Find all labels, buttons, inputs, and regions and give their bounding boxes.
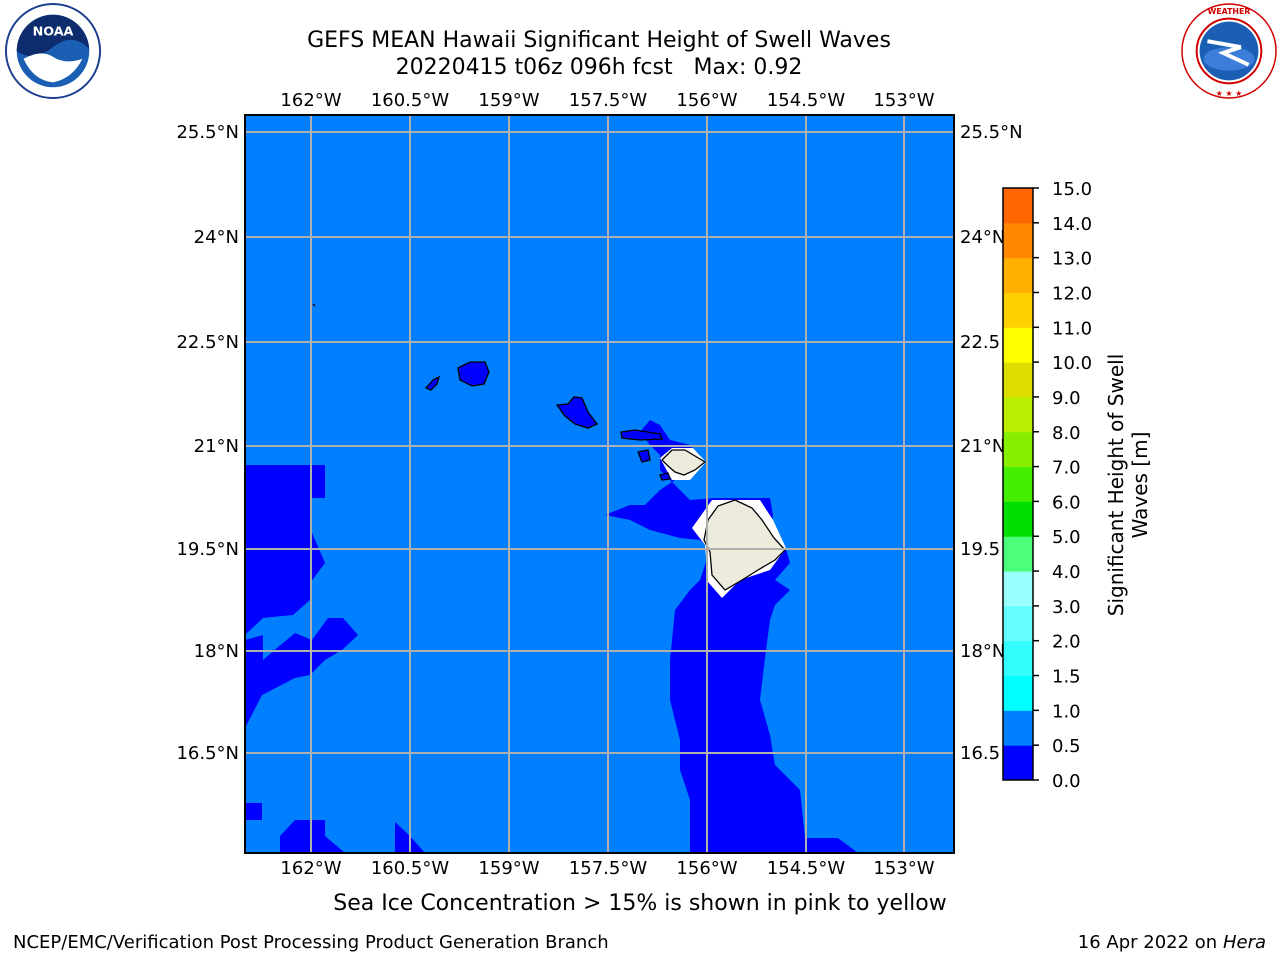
colorbar-cell — [1003, 675, 1033, 711]
colorbar-cell — [1003, 605, 1033, 642]
colorbar-tick-label: 8.0 — [1052, 423, 1081, 444]
colorbar-label: Significant Height of Swell Waves [m] — [1104, 354, 1152, 616]
ocean-field — [245, 115, 954, 853]
colorbar-tick-label: 13.0 — [1052, 249, 1092, 270]
lat-tick-label: 22.5 — [960, 332, 1000, 353]
lon-tick-label: 153°W — [873, 90, 934, 111]
colorbar-cell — [1003, 501, 1033, 537]
svg-text:★ ★ ★: ★ ★ ★ — [1216, 89, 1243, 98]
lat-ticks-right: 25.5°N 24°N 22.5 21°N 19.5 18°N 16.5 — [960, 122, 1023, 764]
lat-tick-label: 25.5°N — [176, 122, 239, 143]
chart-title: GEFS MEAN Hawaii Significant Height of S… — [307, 28, 891, 53]
niihau-island — [424, 375, 441, 391]
colorbar-cell — [1003, 257, 1033, 293]
colorbar-cell — [1003, 292, 1033, 328]
colorbar-tick-label: 0.0 — [1052, 771, 1081, 792]
colorbar-tick-label: 4.0 — [1052, 562, 1081, 583]
colorbar-label-line2: Waves [m] — [1128, 432, 1152, 539]
colorbar-cell — [1003, 536, 1033, 572]
footer-date-text: 16 Apr 2022 on — [1077, 932, 1223, 953]
colorbar-cell — [1003, 222, 1033, 259]
lon-tick-label: 156°W — [676, 90, 737, 111]
lat-tick-label: 16.5°N — [176, 743, 239, 764]
lat-tick-label: 18°N — [960, 641, 1005, 662]
colorbar-tick-label: 2.0 — [1052, 632, 1081, 653]
lat-tick-label: 22.5°N — [176, 332, 239, 353]
colorbar-cell — [1003, 710, 1033, 746]
lon-ticks-bottom: 162°W 160.5°W 159°W 157.5°W 156°W 154.5°… — [280, 858, 934, 879]
colorbar-tick-label: 9.0 — [1052, 388, 1081, 409]
colorbar-tick-label: 3.0 — [1052, 597, 1081, 618]
lon-tick-label: 159°W — [478, 858, 539, 879]
sea-ice-note: Sea Ice Concentration > 15% is shown in … — [333, 891, 947, 916]
footer-date: 16 Apr 2022 on Hera — [1078, 932, 1266, 954]
colorbar-tick-label: 1.5 — [1052, 667, 1081, 688]
lon-tick-label: 162°W — [280, 90, 341, 111]
colorbar-tick-label: 10.0 — [1052, 353, 1092, 374]
lon-tick-label: 160.5°W — [371, 858, 450, 879]
lon-tick-label: 162°W — [280, 858, 341, 879]
nihoa-rock — [312, 303, 316, 307]
lat-tick-label: 19.5 — [960, 539, 1000, 560]
colorbar-tick-label: 5.0 — [1052, 527, 1081, 548]
colorbar-tick-label: 12.0 — [1052, 283, 1092, 304]
molokai-island — [620, 429, 663, 441]
lat-tick-label: 18°N — [194, 641, 239, 662]
lon-tick-label: 157.5°W — [569, 858, 648, 879]
colorbar-cell — [1003, 745, 1033, 781]
kahoolawe-island — [659, 472, 671, 481]
islands — [312, 303, 786, 591]
map-frame — [244, 114, 955, 854]
colorbar-label-line1: Significant Height of Swell — [1104, 354, 1128, 616]
colorbar-ticks: 0.0 0.5 1.0 1.5 2.0 3.0 4.0 5.0 6.0 7.0 8.0 9.0 10.0… — [1033, 179, 1092, 792]
oahu-island — [555, 396, 599, 429]
colorbar-tick-label: 14.0 — [1052, 214, 1092, 235]
chart-subtitle: 20220415 t06z 096h fcst Max: 0.92 — [395, 55, 803, 80]
footer-credit: NCEP/EMC/Verification Post Processing Pr… — [13, 932, 609, 953]
lon-tick-label: 154.5°W — [767, 90, 846, 111]
lat-tick-label: 24°N — [194, 227, 239, 248]
colorbar-frame — [1002, 187, 1034, 781]
lon-tick-label: 156°W — [676, 858, 737, 879]
colorbar — [1003, 188, 1033, 781]
lon-tick-label: 154.5°W — [767, 858, 846, 879]
lat-tick-label: 16.5 — [960, 743, 1000, 764]
colorbar-cell — [1003, 188, 1033, 224]
maui-island — [661, 449, 707, 476]
lat-ticks-left: 25.5°N 24°N 22.5°N 21°N 19.5°N 18°N 16.5… — [176, 122, 239, 764]
colorbar-tick-label: 11.0 — [1052, 318, 1092, 339]
gridlines — [245, 115, 954, 853]
colorbar-cell — [1003, 466, 1033, 502]
lon-ticks-top: 162°W 160.5°W 159°W 157.5°W 156°W 154.5°… — [280, 90, 934, 111]
lon-tick-label: 159°W — [478, 90, 539, 111]
colorbar-cell — [1003, 327, 1033, 363]
colorbar-cell — [1003, 571, 1033, 607]
noaa-logo: NOAA — [4, 2, 102, 100]
lat-tick-label: 19.5°N — [176, 539, 239, 560]
lon-tick-label: 160.5°W — [371, 90, 450, 111]
kauai-island — [457, 361, 490, 387]
colorbar-tick-label: 7.0 — [1052, 458, 1081, 479]
lanai-island — [637, 449, 651, 463]
lat-tick-label: 21°N — [194, 436, 239, 457]
colorbar-tick-label: 0.5 — [1052, 736, 1081, 757]
colorbar-cell — [1003, 396, 1033, 433]
nws-logo: WEATHER ★ ★ ★ — [1181, 3, 1277, 99]
lon-tick-label: 153°W — [873, 858, 934, 879]
colorbar-cell — [1003, 431, 1033, 468]
svg-text:WEATHER: WEATHER — [1208, 7, 1251, 16]
colorbar-tick-label: 15.0 — [1052, 179, 1092, 200]
colorbar-cell — [1003, 640, 1033, 677]
big-island — [703, 499, 786, 591]
colorbar-tick-label: 1.0 — [1052, 701, 1081, 722]
lon-tick-label: 157.5°W — [569, 90, 648, 111]
colorbar-cell — [1003, 362, 1033, 398]
colorbar-tick-label: 6.0 — [1052, 492, 1081, 513]
lat-tick-label: 25.5°N — [960, 122, 1023, 143]
lat-tick-label: 21°N — [960, 436, 1005, 457]
footer-machine: Hera — [1222, 932, 1266, 953]
lat-tick-label: 24°N — [960, 227, 1005, 248]
noaa-logo-text: NOAA — [33, 24, 74, 39]
